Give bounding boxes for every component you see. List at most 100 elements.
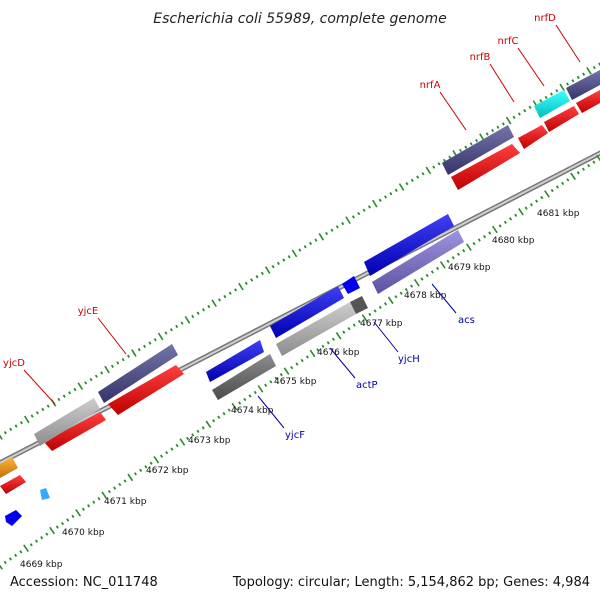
minor-tick (68, 391, 72, 395)
gene-label[interactable]: yjcF (285, 430, 305, 441)
major-tick (23, 544, 29, 553)
minor-tick (143, 344, 147, 349)
gene-arrow[interactable] (350, 296, 368, 314)
minor-tick (549, 92, 554, 96)
minor-tick (3, 560, 7, 565)
kbp-label: 4675 kbp (274, 377, 317, 387)
gene-label[interactable]: yjcD (3, 358, 25, 369)
minor-tick (309, 241, 313, 246)
minor-tick (201, 308, 205, 312)
minor-tick (462, 249, 466, 253)
gene-arrow[interactable] (34, 398, 100, 446)
gene-arrow[interactable] (0, 457, 18, 478)
gene-arrow[interactable] (98, 344, 178, 403)
minor-tick (255, 274, 259, 279)
minor-tick (498, 224, 502, 228)
gene-label[interactable]: acs (458, 315, 475, 326)
minor-tick (159, 454, 164, 458)
minor-tick (405, 182, 409, 186)
major-tick (179, 438, 186, 446)
minor-tick (436, 266, 440, 271)
kbp-label: 4672 kbp (146, 466, 189, 476)
gene-arrow[interactable] (212, 354, 276, 400)
gene-arrow[interactable] (276, 302, 356, 356)
minor-tick (341, 221, 345, 226)
gene-label[interactable]: actP (356, 380, 378, 391)
minor-tick (123, 479, 127, 483)
gene-arrow[interactable] (372, 230, 464, 294)
minor-tick (378, 305, 382, 310)
gene-label[interactable]: nrfA (420, 80, 441, 91)
minor-tick (544, 95, 548, 100)
minor-tick (357, 319, 361, 324)
minor-tick (164, 331, 168, 335)
minor-tick (260, 271, 264, 275)
major-tick (492, 225, 498, 234)
major-tick (264, 266, 271, 274)
kbp-scale-labels: 4669 kbp 4670 kbp 4671 kbp 4672 kbp 4673 kbp… (20, 209, 580, 570)
gene-arrow[interactable] (566, 70, 600, 100)
minor-tick (244, 281, 248, 285)
gene-label[interactable]: nrfC (498, 36, 519, 47)
major-tick (505, 116, 512, 125)
major-tick (586, 67, 592, 75)
minor-tick (362, 208, 366, 212)
gene-leader-line (431, 283, 457, 314)
gene-arrow[interactable] (364, 214, 454, 276)
minor-tick (287, 255, 291, 259)
major-tick (231, 402, 238, 411)
minor-tick (3, 431, 7, 435)
gene-label[interactable]: yjcE (78, 306, 99, 317)
inner-tick-ring (0, 154, 600, 570)
major-tick (596, 154, 600, 162)
minor-tick (469, 142, 473, 146)
gene-leader-line (555, 24, 581, 63)
gene-arrow[interactable] (44, 412, 106, 451)
gene-arrow[interactable] (40, 488, 50, 500)
minor-tick (592, 160, 596, 164)
gene-arrow[interactable] (451, 144, 520, 190)
minor-tick (576, 171, 580, 175)
minor-tick (264, 383, 268, 387)
minor-tick (279, 373, 283, 377)
minor-tick (331, 337, 335, 341)
gene-arrow[interactable] (544, 106, 579, 132)
minor-tick (528, 105, 532, 110)
gene-arrow[interactable] (206, 340, 264, 382)
minor-tick (314, 238, 318, 242)
major-tick (345, 216, 351, 225)
minor-tick (448, 155, 452, 159)
minor-tick (191, 314, 195, 319)
gene-arrow[interactable] (0, 475, 26, 494)
minor-tick (212, 419, 216, 423)
gene-arrow[interactable] (534, 90, 570, 118)
major-tick (0, 564, 3, 570)
minor-tick (384, 195, 388, 199)
gene-arrow[interactable] (108, 365, 184, 415)
minor-tick (539, 99, 543, 103)
minor-tick (425, 273, 429, 278)
gene-label[interactable]: yjcH (398, 354, 420, 365)
major-tick (0, 434, 3, 440)
gene-arrow[interactable] (442, 125, 514, 175)
major-tick (238, 282, 244, 291)
minor-tick (89, 377, 93, 382)
gene-arrow[interactable] (270, 286, 344, 338)
minor-tick (137, 348, 141, 352)
minor-tick (71, 514, 75, 519)
major-tick (23, 415, 30, 424)
minor-tick (295, 362, 299, 366)
minor-tick (170, 447, 174, 451)
gene-arrow[interactable] (5, 510, 22, 526)
minor-tick (535, 199, 539, 203)
minor-tick (35, 411, 39, 415)
minor-tick (475, 138, 479, 143)
kbp-label: 4673 kbp (188, 436, 231, 446)
gene-arrow[interactable] (518, 125, 548, 149)
minor-tick (300, 358, 304, 363)
gene-label[interactable]: nrfB (470, 52, 491, 63)
gene-label[interactable]: nrfD (534, 13, 556, 24)
major-tick (387, 296, 394, 305)
gene-arrow[interactable] (342, 276, 360, 294)
gene-arrow[interactable] (576, 90, 600, 113)
